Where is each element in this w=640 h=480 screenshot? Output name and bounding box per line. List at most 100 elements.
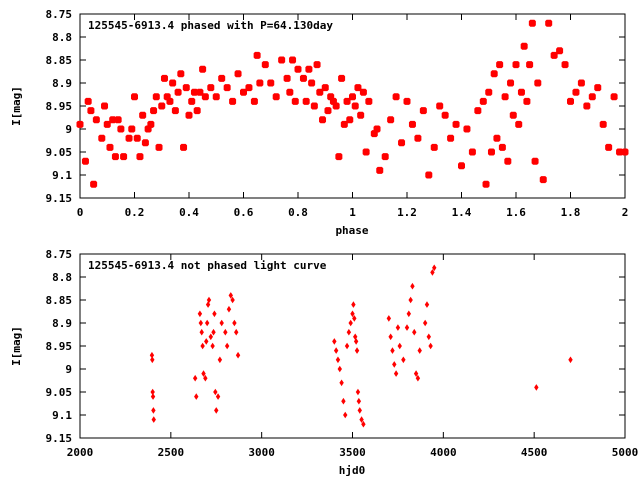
data-point: [332, 102, 340, 110]
data-point: [401, 356, 406, 364]
data-point: [381, 153, 389, 161]
x-tick-label: 1.8: [561, 206, 581, 219]
data-point: [194, 393, 199, 400]
y-tick-label: 8.75: [46, 248, 73, 261]
data-point: [151, 416, 156, 423]
y-tick-label: 8.85: [46, 294, 73, 307]
data-point: [319, 116, 327, 124]
data-point: [572, 88, 580, 96]
data-point: [498, 143, 506, 151]
x-tick-label: 3500: [339, 446, 366, 459]
chart-title-phased: 125545-6913.4 phased with P=64.130day: [88, 19, 333, 32]
data-point: [386, 315, 392, 322]
x-tick-label: 4000: [430, 446, 457, 459]
data-point: [199, 65, 207, 73]
data-point: [226, 305, 232, 313]
y-tick-label: 9.1: [52, 169, 72, 182]
data-point: [419, 107, 427, 115]
data-point: [504, 157, 512, 165]
data-point: [487, 148, 495, 156]
data-point: [528, 19, 536, 27]
data-point: [232, 319, 237, 327]
data-point: [346, 116, 354, 124]
data-point: [234, 70, 242, 78]
x-tick-label: 0.2: [125, 206, 145, 219]
data-point: [81, 157, 89, 165]
data-point: [359, 88, 367, 96]
x-axis-label-unphased: hjd0: [339, 464, 366, 477]
data-point: [408, 120, 416, 128]
x-axis-label-phased: phase: [335, 224, 368, 237]
data-point: [180, 143, 188, 151]
data-point: [283, 74, 291, 82]
data-point: [349, 93, 356, 101]
data-point: [230, 296, 235, 304]
x-tick-label: 4500: [521, 446, 548, 459]
data-point: [344, 342, 350, 350]
data-point: [550, 51, 558, 59]
data-point: [354, 347, 360, 354]
data-point: [357, 407, 362, 414]
data-point: [158, 102, 166, 110]
unphased-light-curve-panel: 125545-6913.4 not phased light curve hjd…: [10, 248, 638, 477]
data-point: [567, 97, 574, 105]
data-point: [182, 84, 190, 92]
x-tick-label: 2500: [158, 446, 185, 459]
data-point: [588, 93, 596, 101]
data-point: [520, 42, 528, 50]
data-point: [212, 93, 220, 101]
data-point: [468, 148, 476, 156]
data-point: [398, 139, 406, 147]
data-point: [509, 111, 517, 119]
phased-light-curve-panel: 125545-6913.4 phased with P=64.130day ph…: [10, 8, 629, 237]
data-point: [340, 120, 348, 128]
y-tick-label: 9.05: [46, 386, 73, 399]
data-point: [272, 93, 280, 101]
data-point: [219, 319, 224, 327]
data-point: [103, 120, 111, 128]
data-points-phased: [76, 19, 629, 188]
data-point: [207, 84, 215, 92]
data-point: [335, 356, 341, 364]
data-point: [120, 153, 128, 161]
data-point: [324, 107, 332, 115]
y-tick-label: 8.95: [46, 340, 73, 353]
data-point: [507, 79, 515, 87]
data-point: [203, 374, 208, 382]
data-point: [424, 301, 430, 308]
data-point: [526, 61, 534, 69]
data-point: [185, 111, 193, 119]
data-point: [523, 97, 531, 105]
data-point: [404, 324, 410, 331]
data-point: [208, 333, 213, 341]
data-point: [352, 315, 357, 322]
data-point: [583, 102, 591, 110]
data-point: [245, 84, 253, 92]
data-point: [92, 116, 100, 124]
data-point: [150, 388, 155, 396]
data-point: [348, 319, 353, 327]
data-point: [106, 143, 114, 151]
data-point: [139, 111, 147, 119]
data-point: [192, 374, 198, 382]
axis-ticks-unphased: 2000 2500 3000 3500 4000 4500 5000 8.75 8.8 8.85 8…: [46, 248, 639, 459]
data-point: [422, 319, 428, 327]
data-point: [539, 176, 547, 184]
data-point: [621, 148, 629, 156]
x-tick-label: 0.4: [179, 206, 199, 219]
data-point: [302, 97, 310, 105]
data-point: [412, 328, 417, 336]
data-point: [415, 374, 421, 382]
data-point: [616, 148, 624, 156]
data-point: [577, 79, 585, 87]
data-point: [224, 342, 230, 350]
data-point: [351, 301, 356, 308]
data-point: [479, 97, 487, 105]
data-point: [452, 120, 460, 128]
data-point: [403, 97, 411, 105]
data-point: [496, 61, 504, 69]
data-point: [197, 310, 203, 318]
data-point: [426, 333, 431, 341]
data-point: [568, 356, 573, 364]
